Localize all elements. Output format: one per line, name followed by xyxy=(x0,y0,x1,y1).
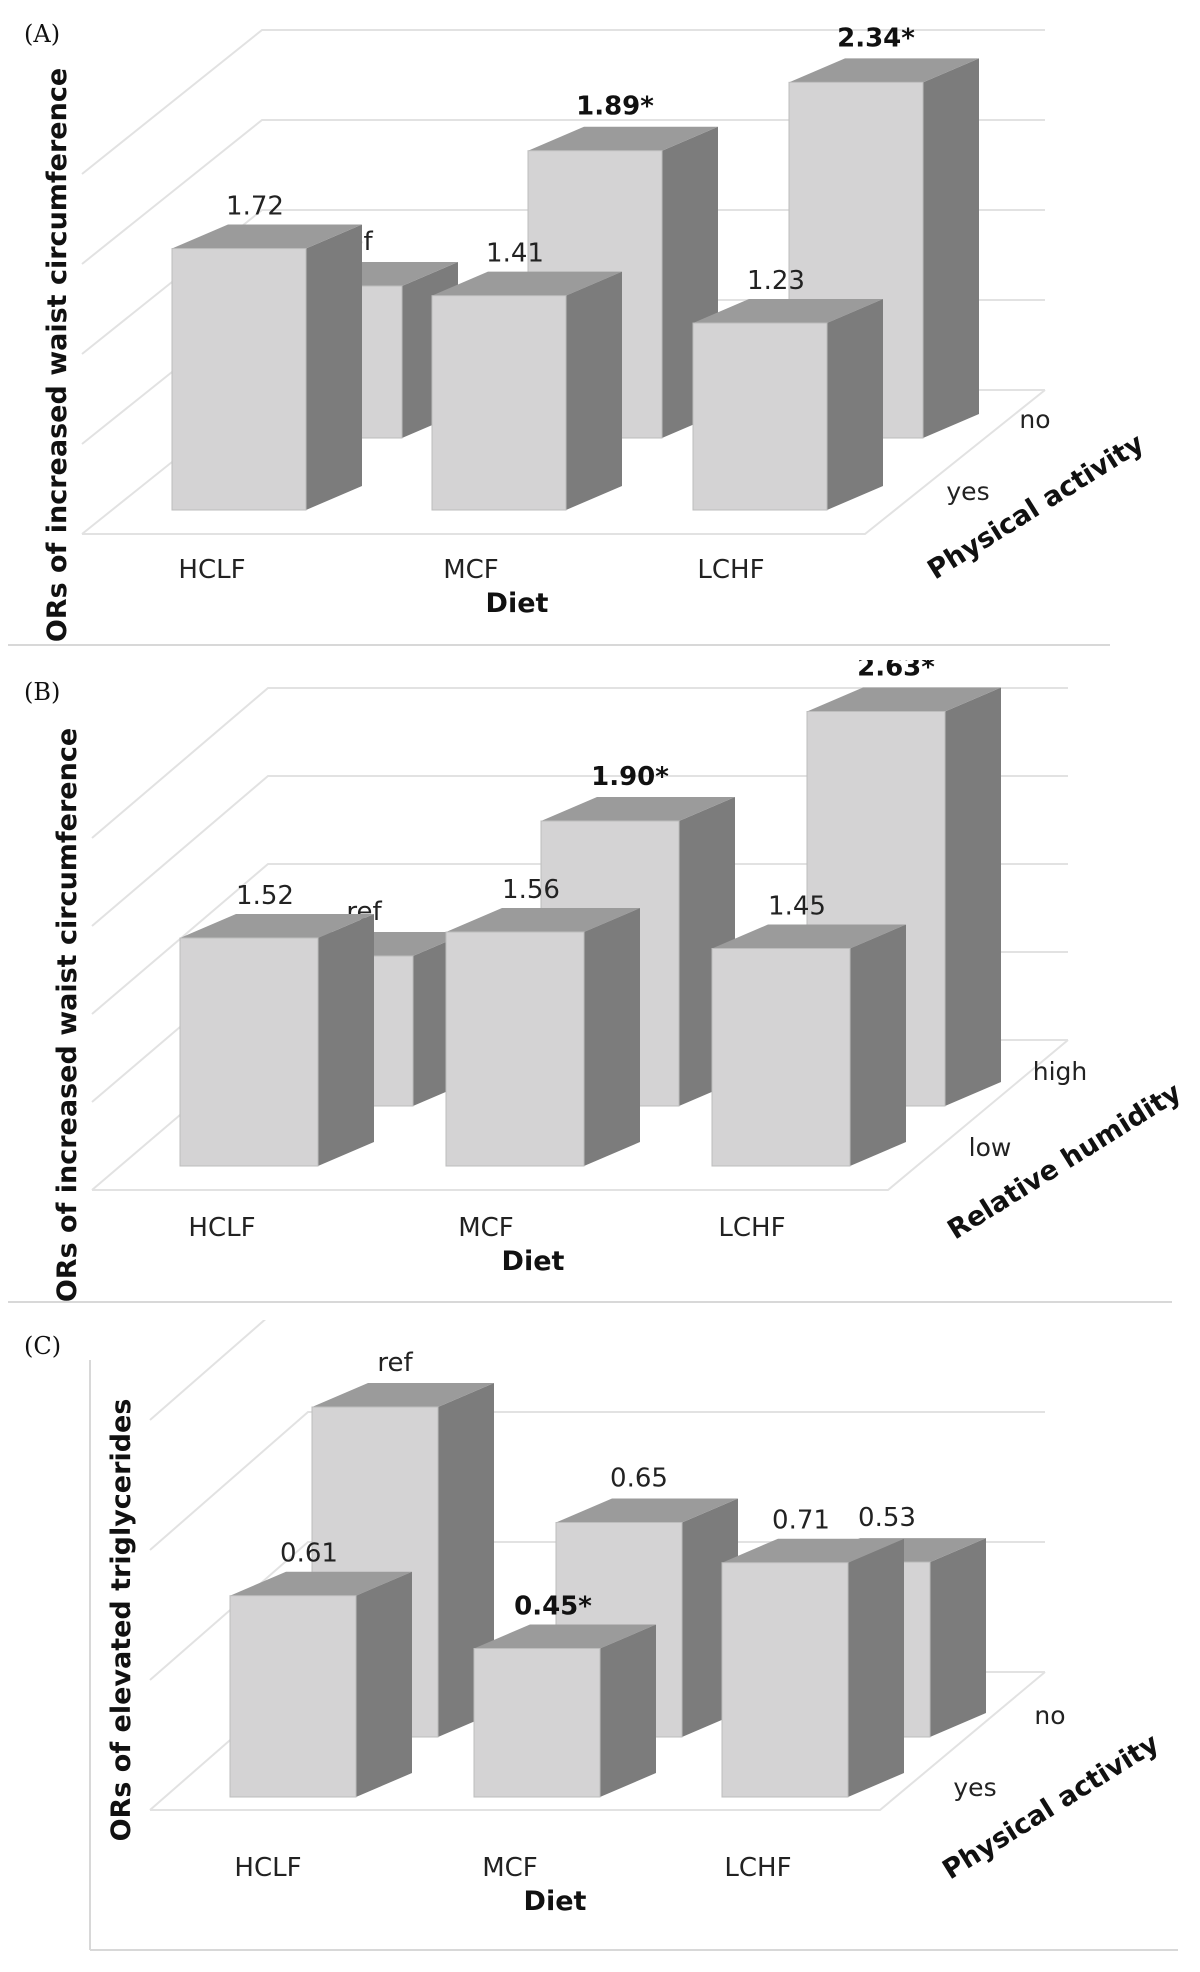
x-tick-label: MCF xyxy=(458,1213,514,1243)
depth-tick-label: low xyxy=(969,1133,1012,1162)
bar-high-lchf-top xyxy=(807,687,1001,712)
data-label: 0.45* xyxy=(514,1592,592,1622)
gridline xyxy=(91,775,1068,927)
bar-yes-hclf xyxy=(229,1595,357,1798)
bar-yes-lchf xyxy=(721,1562,849,1798)
gridline xyxy=(91,687,1068,839)
depth-tick-label: high xyxy=(1033,1057,1088,1086)
data-label: 0.61 xyxy=(280,1539,338,1569)
x-tick-label: MCF xyxy=(482,1853,538,1883)
data-label: 1.23 xyxy=(747,266,805,296)
bar-low-mcf-side xyxy=(584,908,640,1166)
chart-c-svg: ref 0.65 0.53 0.61 0.45* 0.71 HCLF MCF LCHF Diet O… xyxy=(89,1320,1178,1951)
bar-low-hclf-top xyxy=(180,914,374,938)
data-label: 0.71 xyxy=(772,1506,830,1536)
bar-no-lchf-top xyxy=(789,58,979,83)
x-tick-label: HCLF xyxy=(178,555,245,585)
data-label: 0.65 xyxy=(610,1464,668,1494)
bar-yes-hclf-top xyxy=(172,224,362,249)
bar-yes-mcf-side xyxy=(600,1624,656,1797)
chart-panel-a: (A) ref1.89*2.34*1.721.411.23HCLFMCFLCHF… xyxy=(0,0,1200,660)
data-label: 2.63* xyxy=(857,660,935,683)
bar-no-mcf-top xyxy=(556,1498,738,1523)
bar-low-lchf xyxy=(711,948,851,1167)
bar-low-hclf xyxy=(179,937,319,1167)
x-tick-label: HCLF xyxy=(234,1853,301,1883)
bar-yes-hclf xyxy=(171,248,307,511)
data-label: ref xyxy=(377,1348,413,1378)
data-label: 1.72 xyxy=(226,192,284,222)
y-axis-title: ORs of elevated triglycerides xyxy=(106,1399,137,1842)
bar-no-lchf-side xyxy=(923,58,979,438)
bar-no-hclf-top xyxy=(312,1383,494,1407)
depth-tick-label: yes xyxy=(946,477,989,506)
floor-line xyxy=(82,389,1046,535)
gridline xyxy=(81,119,1045,265)
x-tick-label: MCF xyxy=(443,555,499,585)
bar-yes-mcf xyxy=(473,1648,601,1798)
x-tick-label: HCLF xyxy=(188,1213,255,1243)
bar-low-hclf-side xyxy=(318,914,374,1166)
data-label: 1.41 xyxy=(486,239,544,269)
data-label: 2.34* xyxy=(837,23,915,53)
bar-yes-lchf xyxy=(692,322,828,511)
bar-yes-hclf-side xyxy=(356,1571,412,1797)
bar-yes-hclf-side xyxy=(306,224,362,510)
bar-high-lchf-side xyxy=(945,687,1001,1106)
bar-low-lchf-top xyxy=(712,924,906,949)
depth-axis-title: Physical activity xyxy=(922,428,1150,586)
data-label: 1.56 xyxy=(502,875,560,905)
gridline xyxy=(81,29,1045,175)
depth-tick-label: no xyxy=(1019,405,1050,434)
x-axis-title: Diet xyxy=(502,1246,565,1277)
data-label: 1.45 xyxy=(768,892,826,922)
bar-no-mcf-top xyxy=(528,126,718,151)
chart-a-svg: ref1.89*2.34*1.721.411.23HCLFMCFLCHFDiet… xyxy=(8,23,1150,646)
bar-yes-lchf-side xyxy=(848,1538,904,1797)
panel-label: (A) xyxy=(24,20,61,48)
gridline xyxy=(81,209,1045,355)
y-axis-title: ORs of increased waist circumference xyxy=(52,728,83,1302)
bar-yes-mcf-top xyxy=(474,1624,656,1649)
gridline xyxy=(149,1411,1045,1551)
data-label: 1.52 xyxy=(236,881,294,911)
bar-no-lchf-side xyxy=(930,1538,986,1737)
bar-yes-mcf-top xyxy=(432,271,622,296)
bar-yes-hclf-top xyxy=(230,1571,412,1596)
floor-line xyxy=(92,1039,1069,1191)
chart-panel-c: (C) ref 0.65 0.53 0.61 0.45* 0.71 HCLF MCF LCHF D… xyxy=(0,1320,1200,1972)
panel-label: (C) xyxy=(24,1332,62,1360)
depth-axis-title: Physical activity xyxy=(937,1728,1165,1886)
gridline xyxy=(91,863,1068,1015)
chart-panel-b: (B) ref 1.90* 2.63* 1.52 1.56 1.45 HCLF MCF LCHF… xyxy=(0,660,1200,1320)
floor-line xyxy=(150,1671,1046,1811)
panel-label: (B) xyxy=(24,678,61,706)
data-label: 1.90* xyxy=(591,762,669,792)
depth-tick-label: no xyxy=(1034,1701,1065,1730)
depth-tick-label: yes xyxy=(953,1773,996,1802)
x-axis-title: Diet xyxy=(524,1886,587,1917)
bar-yes-lchf-top xyxy=(722,1538,904,1563)
x-axis-title: Diet xyxy=(486,588,549,619)
bar-yes-mcf xyxy=(431,295,567,511)
bar-high-mcf-top xyxy=(541,797,735,821)
bar-yes-lchf-top xyxy=(693,299,883,324)
bar-yes-lchf-side xyxy=(827,299,883,510)
bar-low-lchf-side xyxy=(850,924,906,1166)
y-axis-title: ORs of increased waist circumference xyxy=(42,68,73,642)
x-tick-label: LCHF xyxy=(697,555,764,585)
x-tick-label: LCHF xyxy=(718,1213,785,1243)
bar-yes-mcf-side xyxy=(566,271,622,510)
bar-low-mcf-top xyxy=(446,908,640,932)
data-label: 0.53 xyxy=(858,1503,916,1533)
data-label: 1.89* xyxy=(576,92,654,122)
gridline xyxy=(149,1320,267,1421)
bar-low-mcf xyxy=(445,931,585,1167)
x-tick-label: LCHF xyxy=(724,1853,791,1883)
